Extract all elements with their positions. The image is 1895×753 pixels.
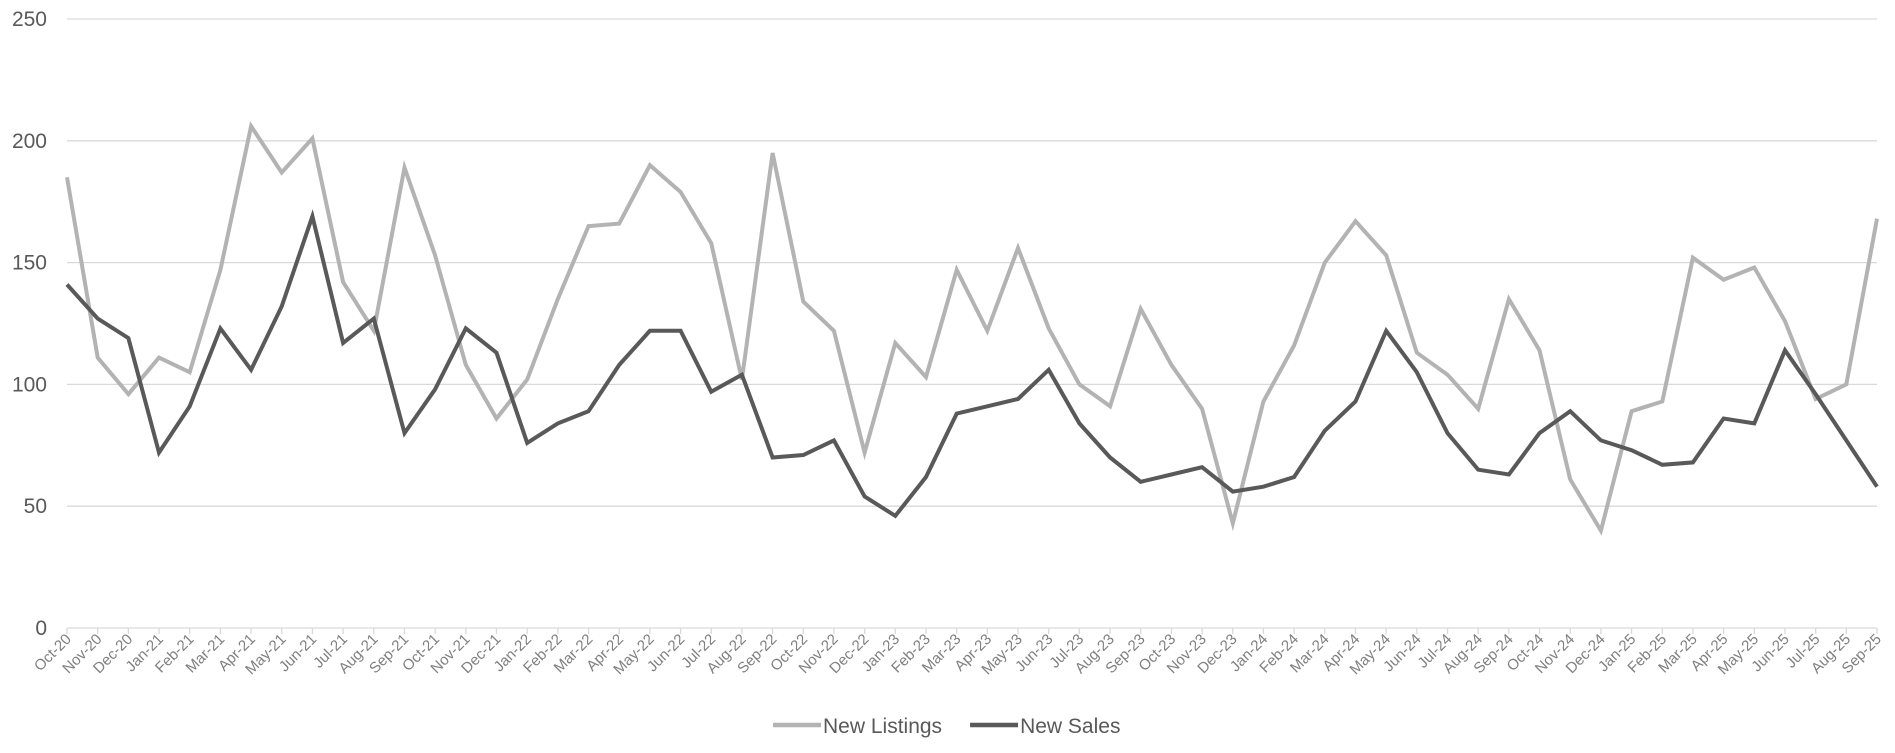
y-tick-label: 150 [12,252,47,275]
legend-label-0: New Listings [823,715,942,738]
y-tick-label: 250 [12,8,47,31]
legend-label-1: New Sales [1020,715,1120,738]
y-tick-label: 100 [12,373,47,396]
legend: New Listings New Sales [773,715,1120,738]
series-lines [65,121,1879,536]
y-axis: 0 50 100 150 200 250 [12,8,47,640]
y-tick-label: 50 [24,495,47,518]
gridlines [67,18,1877,629]
y-tick-label: 0 [35,617,47,640]
x-axis: Oct-20Nov-20Dec-20Jan-21Feb-21Mar-21Apr-… [31,628,1885,678]
y-tick-label: 200 [12,130,47,153]
series-line-1 [65,209,1879,519]
